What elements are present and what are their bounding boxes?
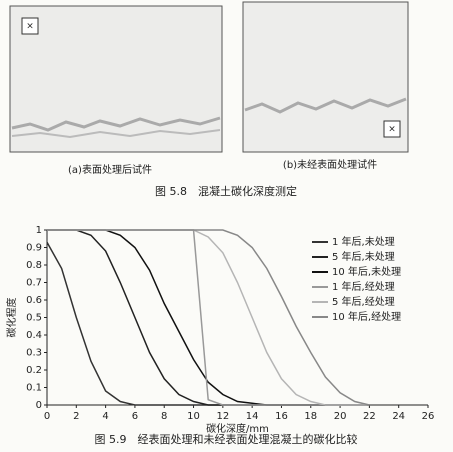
y-axis-title: 碳化程度 bbox=[5, 298, 18, 338]
panel-caption: (a)表面处理后试件 bbox=[68, 163, 152, 176]
x-tick-label: 16 bbox=[275, 411, 288, 422]
x-tick-label: 10 bbox=[187, 411, 200, 422]
legend-label: 5 年后,未处理 bbox=[332, 250, 395, 263]
x-tick-label: 22 bbox=[363, 411, 376, 422]
x-tick-label: 12 bbox=[216, 411, 229, 422]
y-tick-label: 0.7 bbox=[26, 278, 42, 289]
legend-label: 1 年后,未处理 bbox=[332, 235, 395, 248]
legend-label: 1 年后,经处理 bbox=[332, 280, 395, 293]
y-tick-label: 0.6 bbox=[26, 295, 42, 306]
y-tick-label: 0 bbox=[36, 400, 42, 411]
x-tick-label: 6 bbox=[132, 411, 138, 422]
panel-caption: (b)未经表面处理试件 bbox=[283, 158, 377, 171]
x-tick-label: 18 bbox=[304, 411, 317, 422]
x-tick-label: 8 bbox=[161, 411, 167, 422]
y-tick-label: 1 bbox=[36, 225, 42, 236]
svg-text:×: × bbox=[26, 22, 34, 32]
x-tick-label: 2 bbox=[73, 411, 79, 422]
figure-caption: 图 5.9 经表面处理和未经表面处理混凝土的碳化比较 bbox=[95, 432, 358, 446]
y-tick-label: 0.5 bbox=[26, 313, 42, 324]
x-axis-title: 碳化深度/mm bbox=[206, 422, 269, 435]
y-tick-label: 0.2 bbox=[26, 365, 42, 376]
x-tick-label: 14 bbox=[246, 411, 259, 422]
legend-label: 10 年后,经处理 bbox=[332, 310, 401, 323]
legend-label: 5 年后,经处理 bbox=[332, 295, 395, 308]
y-tick-label: 0.9 bbox=[26, 243, 42, 254]
y-tick-label: 0.4 bbox=[26, 330, 42, 341]
svg-text:×: × bbox=[388, 125, 396, 135]
y-tick-label: 0.3 bbox=[26, 348, 42, 359]
x-tick-label: 0 bbox=[44, 411, 50, 422]
photo-b: × bbox=[242, 1, 409, 153]
legend-label: 10 年后,未处理 bbox=[332, 265, 401, 278]
figure-caption: 图 5.8 混凝土碳化深度测定 bbox=[155, 184, 297, 198]
x-tick-label: 24 bbox=[392, 411, 405, 422]
photo-a: × bbox=[9, 5, 223, 153]
y-tick-label: 0.1 bbox=[26, 383, 42, 394]
y-tick-label: 0.8 bbox=[26, 260, 42, 271]
series-line bbox=[47, 229, 370, 406]
x-tick-label: 20 bbox=[334, 411, 347, 422]
series-line bbox=[46, 241, 370, 406]
x-tick-label: 26 bbox=[422, 411, 435, 422]
x-tick-label: 4 bbox=[102, 411, 108, 422]
